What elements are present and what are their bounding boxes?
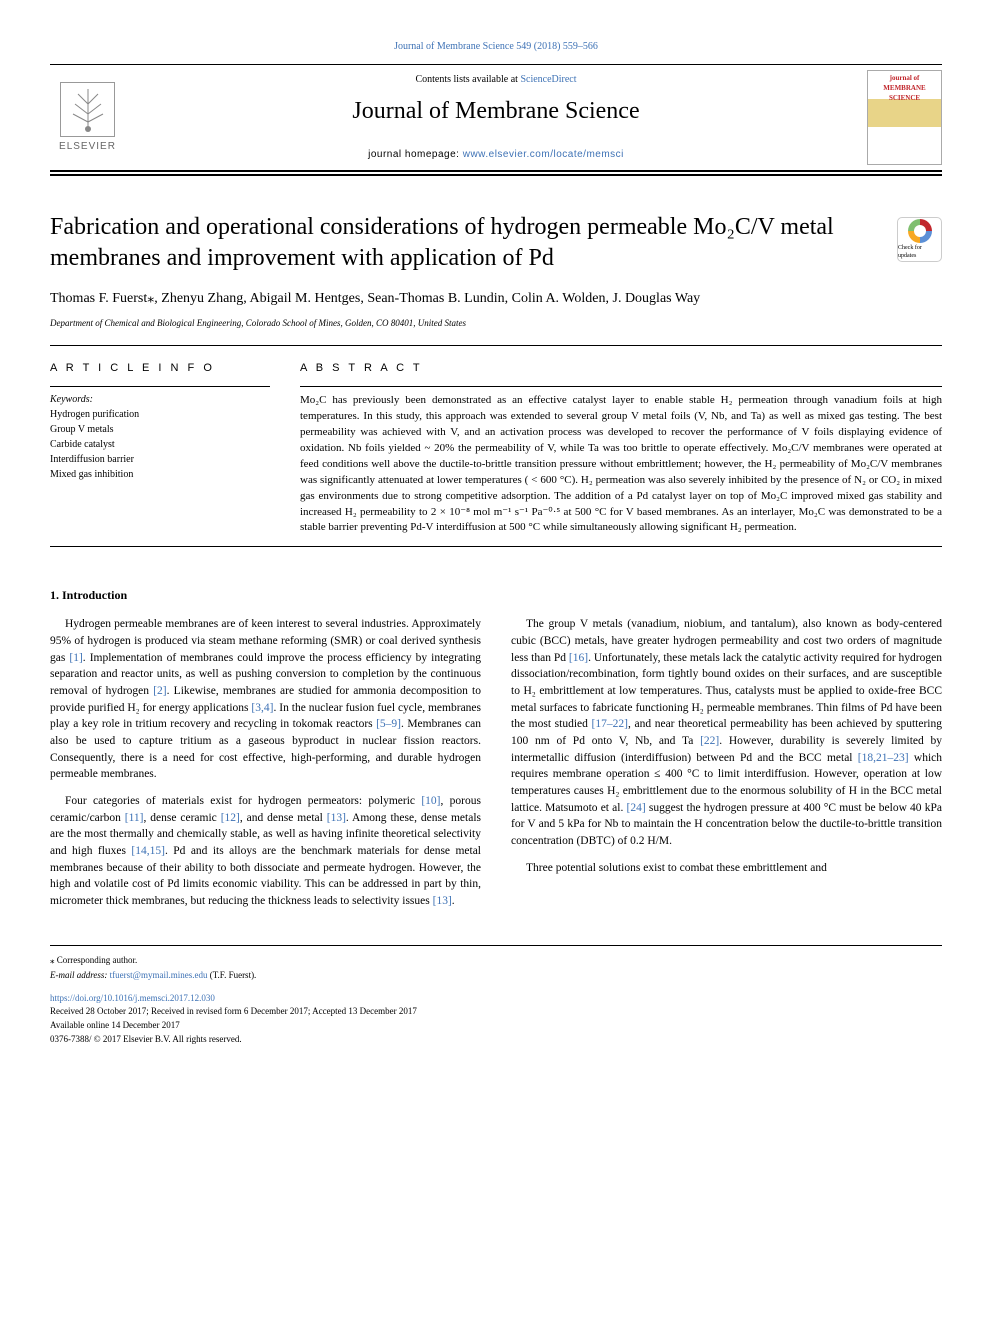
ref-link[interactable]: [22] bbox=[700, 735, 719, 747]
authors-list: Thomas F. Fuerst⁎, Zhenyu Zhang, Abigail… bbox=[50, 289, 942, 309]
section-heading-intro: 1. Introduction bbox=[50, 587, 942, 604]
ref-link[interactable]: [2] bbox=[153, 685, 166, 697]
ref-link[interactable]: [17–22] bbox=[592, 718, 628, 730]
available-line: Available online 14 December 2017 bbox=[50, 1019, 942, 1032]
ref-link[interactable]: [13] bbox=[433, 895, 452, 907]
body-paragraph: Three potential solutions exist to comba… bbox=[511, 860, 942, 877]
abstract-divider bbox=[300, 386, 942, 387]
ref-link[interactable]: [14,15] bbox=[131, 845, 165, 857]
ref-link[interactable]: [16] bbox=[569, 652, 588, 664]
publisher-logo: ELSEVIER bbox=[50, 75, 125, 160]
received-line: Received 28 October 2017; Received in re… bbox=[50, 1005, 942, 1018]
divider bbox=[50, 345, 942, 346]
email-link[interactable]: tfuerst@mymail.mines.edu bbox=[110, 970, 208, 980]
abstract-heading: A B S T R A C T bbox=[300, 361, 942, 376]
body-paragraph: Four categories of materials exist for h… bbox=[50, 793, 481, 910]
check-updates-badge[interactable]: Check for updates bbox=[897, 217, 942, 262]
article-info-column: A R T I C L E I N F O Keywords: Hydrogen… bbox=[50, 361, 270, 537]
keyword-item: Mixed gas inhibition bbox=[50, 467, 270, 482]
article-info-heading: A R T I C L E I N F O bbox=[50, 361, 270, 376]
journal-header: ELSEVIER Contents lists available at Sci… bbox=[50, 64, 942, 172]
top-citation-link[interactable]: Journal of Membrane Science 549 (2018) 5… bbox=[394, 41, 598, 52]
crossmark-icon bbox=[908, 219, 932, 243]
info-divider bbox=[50, 386, 270, 387]
ref-link[interactable]: [24] bbox=[627, 802, 646, 814]
body-paragraph: The group V metals (vanadium, niobium, a… bbox=[511, 616, 942, 849]
keywords-list: Hydrogen purification Group V metals Car… bbox=[50, 407, 270, 482]
check-updates-label: Check for updates bbox=[898, 245, 941, 261]
affiliation: Department of Chemical and Biological En… bbox=[50, 317, 942, 330]
keyword-item: Hydrogen purification bbox=[50, 407, 270, 422]
footer: ⁎ Corresponding author. E-mail address: … bbox=[50, 945, 942, 1046]
copyright-line: 0376-7388/ © 2017 Elsevier B.V. All righ… bbox=[50, 1033, 942, 1046]
divider bbox=[50, 546, 942, 547]
abstract-text: Mo₂C has previously been demonstrated as… bbox=[300, 393, 942, 536]
keyword-item: Carbide catalyst bbox=[50, 437, 270, 452]
body-text: Hydrogen permeable membranes are of keen… bbox=[50, 616, 942, 909]
email-label: E-mail address: bbox=[50, 970, 110, 980]
ref-link[interactable]: [12] bbox=[221, 812, 240, 824]
ref-link[interactable]: [13] bbox=[327, 812, 346, 824]
contents-prefix: Contents lists available at bbox=[415, 74, 520, 85]
elsevier-tree-icon bbox=[60, 82, 115, 137]
journal-cover-thumbnail: journal of MEMBRANE SCIENCE bbox=[867, 70, 942, 165]
article-title-text: Fabrication and operational consideratio… bbox=[50, 214, 834, 271]
corresponding-author-note: ⁎ Corresponding author. bbox=[50, 954, 942, 967]
ref-link[interactable]: [5–9] bbox=[376, 718, 401, 730]
journal-homepage: journal homepage: www.elsevier.com/locat… bbox=[125, 148, 867, 162]
publisher-name: ELSEVIER bbox=[59, 140, 116, 154]
ref-link[interactable]: [10] bbox=[421, 795, 440, 807]
article-title: Fabrication and operational consideratio… bbox=[50, 212, 942, 274]
keyword-item: Interdiffusion barrier bbox=[50, 452, 270, 467]
keyword-item: Group V metals bbox=[50, 422, 270, 437]
top-citation: Journal of Membrane Science 549 (2018) 5… bbox=[50, 40, 942, 54]
sciencedirect-link[interactable]: ScienceDirect bbox=[520, 74, 576, 85]
email-suffix: (T.F. Fuerst). bbox=[207, 970, 256, 980]
contents-line: Contents lists available at ScienceDirec… bbox=[125, 73, 867, 87]
homepage-link[interactable]: www.elsevier.com/locate/memsci bbox=[463, 149, 624, 160]
journal-title: Journal of Membrane Science bbox=[125, 95, 867, 129]
cover-title: journal of MEMBRANE SCIENCE bbox=[871, 74, 938, 103]
ref-link[interactable]: [1] bbox=[69, 652, 82, 664]
abstract-column: A B S T R A C T Mo₂C has previously been… bbox=[300, 361, 942, 537]
email-line: E-mail address: tfuerst@mymail.mines.edu… bbox=[50, 969, 942, 982]
homepage-prefix: journal homepage: bbox=[368, 149, 463, 160]
body-paragraph: Hydrogen permeable membranes are of keen… bbox=[50, 616, 481, 783]
ref-link[interactable]: [18,21–23] bbox=[858, 752, 909, 764]
doi-link[interactable]: https://doi.org/10.1016/j.memsci.2017.12… bbox=[50, 993, 215, 1003]
keywords-label: Keywords: bbox=[50, 393, 270, 407]
ref-link[interactable]: [3,4] bbox=[251, 702, 273, 714]
ref-link[interactable]: [11] bbox=[125, 812, 144, 824]
